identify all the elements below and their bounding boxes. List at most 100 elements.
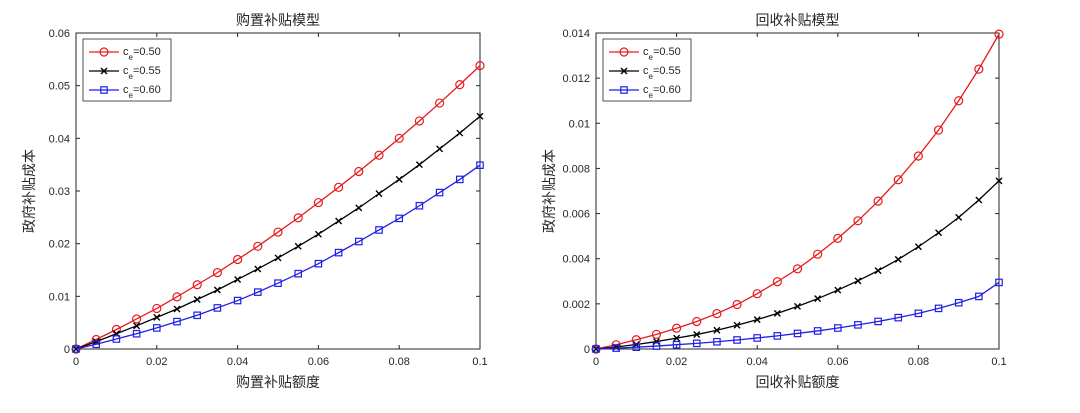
data-point — [273, 227, 283, 237]
legend-label-subscript: e — [649, 91, 654, 100]
data-point — [476, 161, 484, 169]
data-point — [874, 317, 882, 326]
data-point — [213, 304, 222, 312]
legend-label-value: =0.50 — [133, 46, 161, 58]
y-tick-label: 0.05 — [49, 81, 70, 93]
data-point — [874, 267, 882, 275]
y-tick-label: 0.01 — [569, 118, 590, 130]
legend-entry: ce=0.50 — [89, 46, 161, 62]
legend-entry: ce=0.55 — [609, 65, 681, 81]
y-tick-label: 0.008 — [562, 163, 590, 175]
legend-label-subscript: e — [129, 53, 134, 62]
data-point — [692, 316, 702, 327]
legend-label-symbol: c — [643, 65, 649, 77]
data-point — [254, 288, 262, 296]
x-tick-label: 0.1 — [472, 356, 487, 368]
data-point — [354, 166, 364, 177]
legend-label-symbol: c — [123, 46, 129, 58]
data-point — [732, 299, 742, 310]
data-point — [314, 230, 322, 238]
data-point — [192, 280, 202, 290]
series-square-2 — [592, 278, 1003, 353]
x-tick-label: 0.02 — [666, 356, 687, 368]
data-point — [71, 344, 81, 354]
data-point — [651, 329, 662, 339]
data-point — [994, 29, 1004, 39]
data-point — [914, 309, 923, 318]
data-point — [752, 289, 762, 299]
y-tick-label: 0.006 — [562, 209, 590, 221]
legend-label: ce=0.50 — [123, 46, 161, 62]
data-point — [592, 345, 600, 353]
data-point — [153, 313, 161, 321]
x-tick-label: 0 — [73, 356, 79, 368]
data-point — [313, 197, 323, 208]
data-point — [294, 269, 303, 278]
data-point — [773, 309, 781, 317]
data-point — [415, 161, 423, 169]
y-tick-label: 0 — [64, 344, 70, 356]
legend-label-value: =0.60 — [133, 84, 161, 96]
data-point — [394, 133, 404, 143]
data-point — [854, 277, 862, 285]
data-point — [414, 116, 424, 126]
chart-title: 购置补贴模型 — [236, 13, 320, 29]
series-circle-0 — [71, 61, 485, 354]
series-x-1 — [72, 112, 484, 353]
data-point — [772, 277, 782, 287]
data-point — [173, 305, 181, 313]
y-tick-label: 0.002 — [562, 299, 590, 311]
legend-entry: ce=0.55 — [89, 65, 161, 81]
legend-label-symbol: c — [643, 84, 649, 96]
data-point — [773, 332, 782, 340]
data-point — [254, 265, 262, 273]
data-point — [334, 248, 343, 257]
data-point — [954, 298, 963, 307]
data-point — [833, 233, 843, 243]
data-point — [435, 188, 444, 197]
data-point — [375, 226, 383, 234]
legend-marker — [100, 67, 108, 75]
data-point — [132, 329, 141, 338]
legend-entry: ce=0.60 — [89, 84, 161, 100]
data-point — [673, 334, 681, 342]
data-point — [794, 302, 801, 310]
x-axis-label: 回收补贴额度 — [756, 375, 840, 391]
legend-label-symbol: c — [643, 46, 649, 58]
data-point — [713, 337, 721, 346]
legend-label: ce=0.60 — [123, 84, 161, 100]
legend-label-symbol: c — [123, 84, 129, 96]
data-point — [894, 255, 902, 263]
data-point — [914, 243, 922, 251]
data-point — [995, 278, 1003, 287]
x-tick-label: 0.08 — [908, 356, 929, 368]
x-tick-label: 0.1 — [991, 356, 1006, 368]
data-point — [72, 345, 80, 353]
y-tick-label: 0.012 — [562, 73, 590, 85]
data-point — [955, 213, 963, 221]
data-point — [172, 292, 182, 302]
y-axis-label: 政府补贴成本 — [542, 149, 558, 233]
legend-label: ce=0.60 — [643, 84, 681, 100]
legend-marker — [619, 47, 629, 57]
data-point — [335, 217, 343, 225]
legend-label-value: =0.50 — [653, 46, 681, 58]
legend-label-subscript: e — [649, 72, 654, 81]
data-point — [954, 96, 964, 106]
legend-label-subscript: e — [649, 53, 654, 62]
data-point — [692, 339, 701, 348]
y-tick-label: 0.06 — [49, 28, 70, 40]
data-point — [893, 175, 903, 185]
data-point — [814, 295, 822, 303]
x-tick-label: 0.04 — [746, 356, 767, 368]
chart-purchase-subsidy: 0 0.02 0.04 0.06 0.08 0.1 0 0.01 0.02 0.03 0.04 0.0… — [22, 13, 488, 391]
data-point — [456, 175, 464, 184]
data-point — [455, 80, 465, 90]
data-point — [813, 249, 823, 259]
legend-label-symbol: c — [123, 65, 129, 77]
data-point — [133, 322, 141, 330]
data-point — [293, 213, 303, 223]
